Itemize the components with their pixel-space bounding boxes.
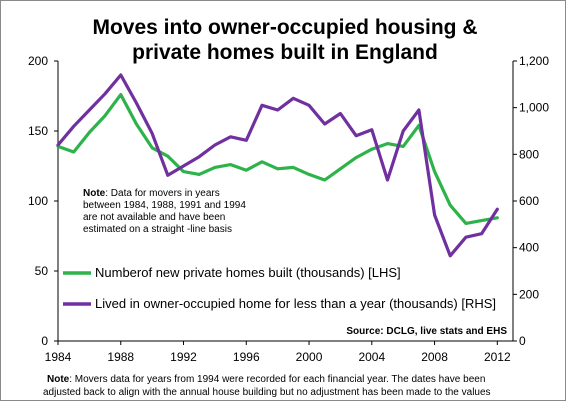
x-tick-label: 1984 (45, 350, 72, 364)
legend: Numberof new private homes built (thousa… (63, 265, 496, 311)
legend-label-movers: Lived in owner-occupied home for less th… (95, 296, 496, 311)
right-tick-label: 1,200 (519, 54, 549, 68)
note-line-1: : Data for movers in years (105, 188, 219, 199)
right-tick-label: 200 (519, 287, 539, 301)
right-axis-ticks: 0 200 400 600 800 1,000 1,200 (513, 54, 549, 348)
left-tick-label: 200 (28, 54, 48, 68)
x-tick-label: 1988 (107, 350, 134, 364)
chart-title-line-1: Moves into owner-occupied housing & (92, 16, 477, 39)
series-line-movers (56, 73, 499, 258)
legend-label-homes-built: Numberof new private homes built (thousa… (95, 265, 401, 280)
right-tick-label: 400 (519, 241, 539, 255)
footnote-label: Note (47, 374, 70, 385)
note-label: Note (83, 188, 106, 199)
source-label: Source: DCLG, live stats and EHS (346, 326, 507, 337)
left-axis-ticks: 0 50 100 150 200 (28, 54, 58, 348)
note-line-3: are not available and have been (83, 212, 225, 223)
x-tick-label: 2004 (358, 350, 385, 364)
x-tick-label: 1992 (170, 350, 197, 364)
left-tick-label: 50 (35, 264, 49, 278)
svg-text:Note: Data for movers in years: Note: Data for movers in years (83, 188, 220, 199)
x-tick-label: 2000 (296, 350, 323, 364)
right-tick-label: 600 (519, 194, 539, 208)
series-layer (56, 73, 499, 258)
left-tick-label: 100 (28, 194, 48, 208)
note-line-2: between 1984, 1988, 1991 and 1994 (83, 200, 246, 211)
footnote: Note: Movers data for years from 1994 we… (43, 374, 491, 398)
x-tick-label: 1996 (233, 350, 260, 364)
left-tick-label: 150 (28, 124, 48, 138)
right-tick-label: 800 (519, 147, 539, 161)
x-tick-label: 2012 (484, 350, 511, 364)
footnote-line-2: adjusted back to align with the annual h… (43, 387, 491, 398)
x-axis-ticks: 1984 1988 1992 1996 2000 2004 2008 2012 (45, 341, 511, 364)
chart-title-line-2: private homes built in England (132, 41, 438, 64)
footnote-line-1: : Movers data for years from 1994 were r… (69, 374, 485, 385)
note-annotation: Note: Data for movers in years between 1… (83, 188, 246, 235)
right-tick-label: 0 (519, 334, 526, 348)
right-tick-label: 1,000 (519, 101, 549, 115)
x-tick-label: 2008 (421, 350, 448, 364)
note-line-4: estimated on a straight -line basis (83, 224, 232, 235)
svg-text:Note: Movers data for years fr: Note: Movers data for years from 1994 we… (47, 374, 485, 385)
left-tick-label: 0 (41, 334, 48, 348)
